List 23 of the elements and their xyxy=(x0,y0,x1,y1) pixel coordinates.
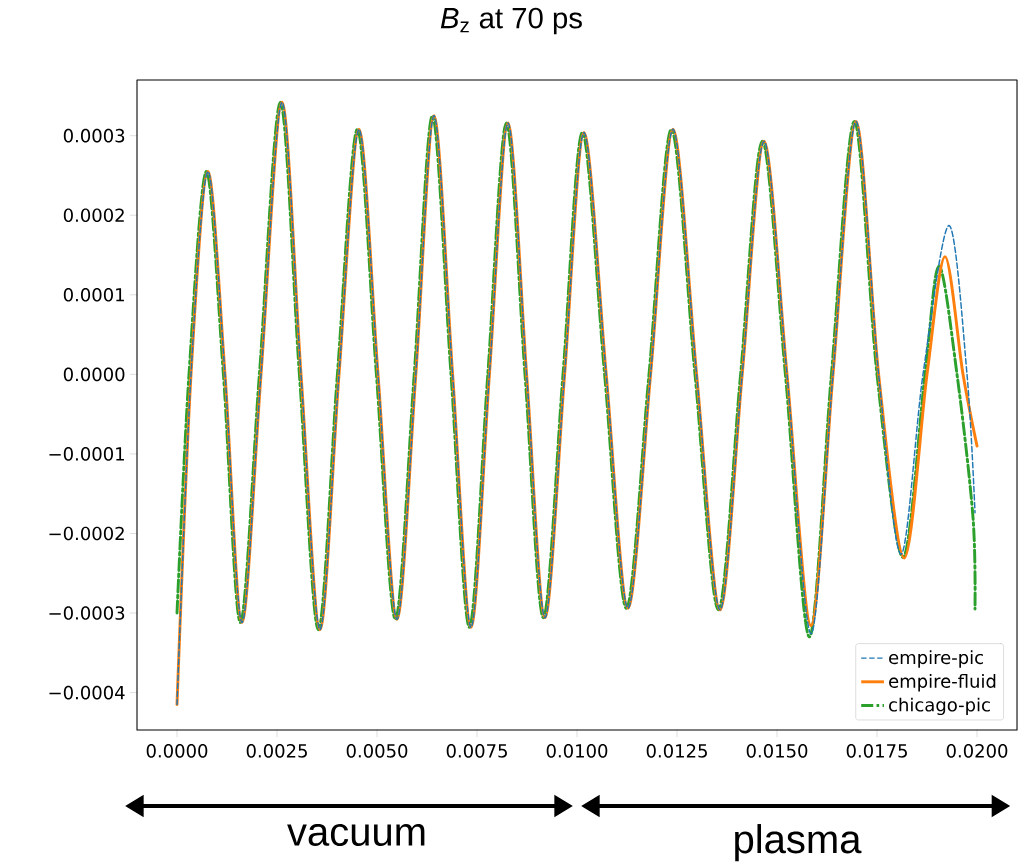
x-tick-label: 0.0000 xyxy=(146,744,208,758)
x-tick-label: 0.0200 xyxy=(946,744,1008,758)
x-tick-label: 0.0025 xyxy=(246,744,307,758)
x-tick-label: 0.0150 xyxy=(746,744,808,758)
y-tick-label: 0.0003 xyxy=(63,128,125,143)
x-tick-label: 0.0075 xyxy=(446,744,507,758)
text: vacuum xyxy=(287,824,425,847)
x-tick-label: 0.0050 xyxy=(346,744,408,758)
legend-label: chicago-pic xyxy=(889,697,990,716)
y-tick-label: −0.0004 xyxy=(49,685,125,700)
x-tick-label: 0.0125 xyxy=(646,744,707,758)
text: plasma xyxy=(735,824,862,862)
y-tick-label: −0.0003 xyxy=(49,606,125,620)
y-tick-label: −0.0001 xyxy=(49,447,124,461)
y-tick-label: 0.0002 xyxy=(63,208,124,223)
y-tick-label: −0.0002 xyxy=(49,526,124,541)
x-tick-label: 0.0175 xyxy=(846,744,907,758)
y-tick-label: 0.0001 xyxy=(63,288,124,302)
x-tick-label: 0.0100 xyxy=(546,744,608,758)
chart-title: B$_{z}$ at 70 ps xyxy=(440,7,582,35)
legend-label: empire-pic xyxy=(889,650,983,668)
y-tick-label: 0.0000 xyxy=(63,367,125,382)
legend-label: empire-fluid xyxy=(889,674,996,692)
